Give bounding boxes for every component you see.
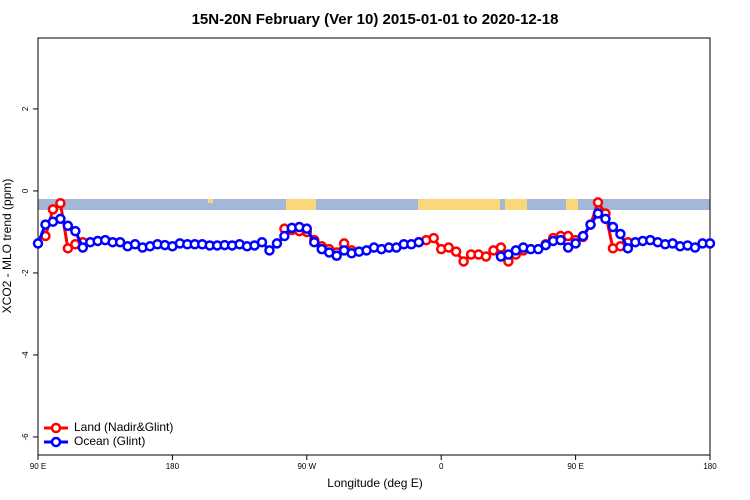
series-marker [689,242,701,253]
series-marker [62,220,74,232]
legend-marker [50,436,62,448]
series-marker [622,243,634,254]
y-tick-label: 2 [21,106,30,111]
x-tick-label: 90 W [297,462,316,471]
series-marker [443,242,454,253]
series-marker [480,251,492,262]
x-tick-label: 0 [439,462,444,471]
series-marker [331,250,342,261]
y-tick-label: -4 [21,351,30,359]
land-patch [286,199,316,210]
series-marker [562,242,574,253]
series-marker [533,243,544,255]
series-marker [70,225,81,237]
series-marker [540,239,551,251]
series-marker [503,249,514,260]
series-marker [615,228,626,240]
series-marker [256,236,268,248]
series-marker [577,230,589,242]
land-patch [566,199,578,210]
series-marker [607,221,619,233]
series-marker [47,204,59,215]
legend-label: Ocean (Glint) [74,434,145,448]
series-marker [495,242,507,253]
series-marker [704,238,716,249]
series-marker [592,208,604,219]
x-tick-label: 180 [166,462,180,471]
series-marker [309,236,320,248]
series-marker [114,236,126,248]
y-axis-label: XCO2 - MLO trend (ppm) [0,179,14,314]
series-marker [301,223,313,234]
series-marker [55,197,66,209]
y-tick-label: -2 [21,269,30,277]
y-tick-label: -6 [21,433,30,441]
land-patch [505,199,527,210]
x-axis-label: Longitude (deg E) [327,476,422,490]
series-marker [585,219,596,230]
series-marker [62,243,74,254]
chart-title: 15N-20N February (Ver 10) 2015-01-01 to … [192,11,559,28]
series-marker [570,238,581,249]
series-marker [592,197,604,208]
x-tick-label: 180 [703,462,717,471]
legend-label: Land (Nadir&Glint) [74,420,173,434]
series-marker [77,242,89,253]
series-marker [562,230,574,242]
legend-marker [50,422,62,434]
series-marker [428,232,439,244]
land-patch [418,199,500,210]
ocean-strip [38,199,710,210]
series-marker [450,246,462,257]
land-mask-strip [38,199,710,210]
series-marker [413,236,425,248]
series-marker [271,238,283,249]
series-marker [279,230,290,242]
y-tick-label: 0 [21,188,30,193]
x-tick-label: 90 E [30,462,46,471]
series-marker [555,234,566,246]
series-marker [55,213,66,225]
series-marker [600,213,611,225]
series-marker [32,238,44,249]
x-tick-label: 90 E [567,462,583,471]
land-patch [208,199,213,203]
series-marker [458,256,469,267]
series-marker [264,245,275,256]
